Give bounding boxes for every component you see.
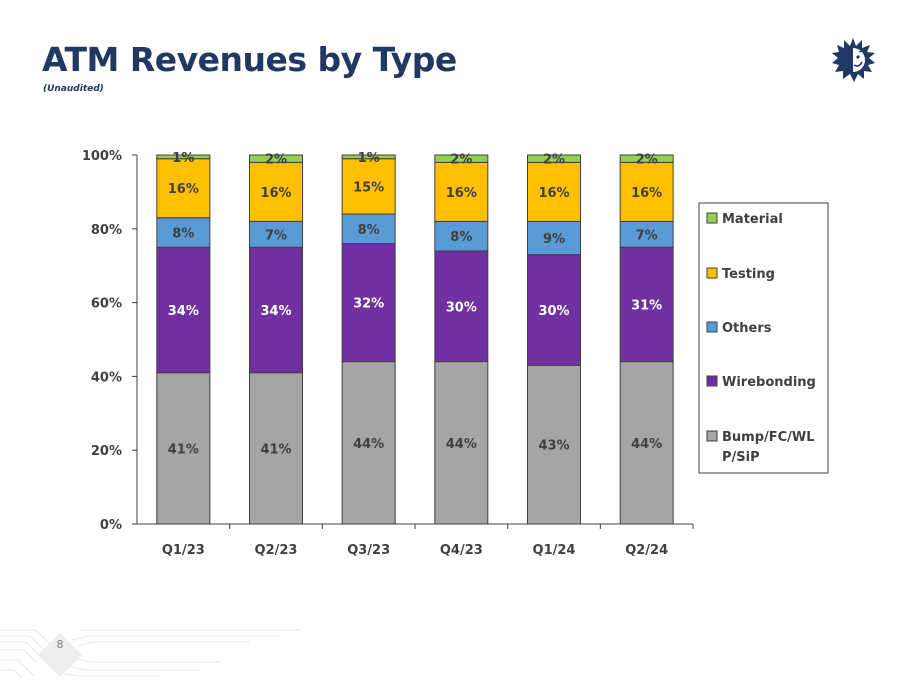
data-label: 2% <box>636 153 658 168</box>
legend-swatch-wirebonding <box>706 375 718 387</box>
data-label: 8% <box>358 223 380 238</box>
bar-segment-material <box>249 154 303 163</box>
page-number: 8 <box>56 638 64 651</box>
data-label: 34% <box>260 304 291 319</box>
data-label: 41% <box>260 442 291 457</box>
data-label: 44% <box>446 437 477 452</box>
data-label: 31% <box>631 298 662 313</box>
data-label: 2% <box>543 153 565 168</box>
data-label: 32% <box>353 297 384 312</box>
data-label: 2% <box>265 153 287 168</box>
bar-segment-wirebonding <box>249 246 303 374</box>
data-label: 30% <box>538 304 569 319</box>
legend-label: P/SiP <box>722 450 760 465</box>
bar-segment-others <box>156 217 211 248</box>
circuit-decoration <box>0 629 300 679</box>
bar-segment-testing <box>619 161 674 222</box>
bar-segment-bump-fc-wlp-sip <box>527 364 581 525</box>
data-label: 16% <box>168 182 199 197</box>
x-tick-label: Q2/24 <box>625 543 668 558</box>
bar-segment-testing <box>156 158 211 219</box>
data-label: 1% <box>172 151 194 166</box>
bar-segment-material <box>619 154 674 163</box>
legend-box <box>698 202 829 474</box>
y-tick-label: 20% <box>91 444 122 459</box>
y-tick-label: 40% <box>91 370 122 385</box>
data-label: 8% <box>172 226 194 241</box>
bar-segment-others <box>619 220 674 248</box>
bar-segment-bump-fc-wlp-sip <box>434 361 489 525</box>
bar-segment-bump-fc-wlp-sip <box>249 372 303 525</box>
data-label: 1% <box>358 151 380 166</box>
bar-segment-others <box>249 220 303 248</box>
data-label: 7% <box>636 228 658 243</box>
page-title: ATM Revenues by Type <box>42 40 457 79</box>
data-label: 16% <box>446 186 477 201</box>
data-label: 44% <box>353 437 384 452</box>
x-tick-label: Q3/23 <box>347 543 390 558</box>
data-label: 43% <box>538 439 569 454</box>
x-tick-label: Q4/23 <box>440 543 483 558</box>
data-label: 30% <box>446 300 477 315</box>
bar-segment-material <box>156 154 211 160</box>
y-tick-label: 60% <box>91 297 122 312</box>
data-label: 41% <box>168 442 199 457</box>
legend-swatch-bump-fc-wlp-sip <box>706 430 718 442</box>
data-label: 8% <box>450 230 472 245</box>
x-tick-label: Q1/24 <box>533 543 576 558</box>
sun-face-logo-icon <box>832 38 875 82</box>
bar-segment-others <box>434 220 489 252</box>
bar-segment-others <box>341 213 396 245</box>
bar-segment-others <box>527 220 581 256</box>
bar-segment-wirebonding <box>156 246 211 374</box>
page-subtitle: (Unaudited) <box>43 84 104 94</box>
data-label: 16% <box>631 186 662 201</box>
bar-segment-material <box>434 154 489 163</box>
legend-label: Others <box>722 321 772 336</box>
legend-label: Wirebonding <box>722 375 816 390</box>
legend-label: Testing <box>722 267 775 282</box>
chart: 0% 20% 40% 60% 80% 100% Q1/23 Q2/23 Q3/23 Q4/23 Q1… <box>82 149 829 558</box>
legend-swatch-others <box>706 321 718 333</box>
bar-segment-material <box>527 154 581 163</box>
x-tick-label: Q2/23 <box>255 543 298 558</box>
data-label: 16% <box>260 186 291 201</box>
bar-segment-wirebonding <box>619 246 674 363</box>
bar-segment-bump-fc-wlp-sip <box>156 372 211 525</box>
legend-label: Material <box>722 212 783 227</box>
data-label: 15% <box>353 180 384 195</box>
y-tick-label: 80% <box>91 223 122 238</box>
data-label: 9% <box>543 232 565 247</box>
data-label: 44% <box>631 437 662 452</box>
bar-segment-wirebonding <box>434 250 489 363</box>
x-tick-label: Q1/23 <box>162 543 205 558</box>
data-label: 34% <box>168 304 199 319</box>
data-label: 7% <box>265 228 287 243</box>
legend-swatch-material <box>706 212 718 224</box>
data-label: 16% <box>538 186 569 201</box>
data-label: 2% <box>450 153 472 168</box>
legend-swatch-testing <box>706 267 718 279</box>
bar-segment-wirebonding <box>527 254 581 366</box>
bar-segment-wirebonding <box>341 243 396 363</box>
bar-segment-testing <box>527 161 581 222</box>
bar-segment-testing <box>341 158 396 215</box>
y-tick-label: 0% <box>100 518 122 533</box>
bar-segment-bump-fc-wlp-sip <box>341 361 396 525</box>
bar-segment-material <box>341 154 396 160</box>
legend-label: Bump/FC/WL <box>722 430 815 445</box>
y-tick-label: 100% <box>82 149 122 164</box>
